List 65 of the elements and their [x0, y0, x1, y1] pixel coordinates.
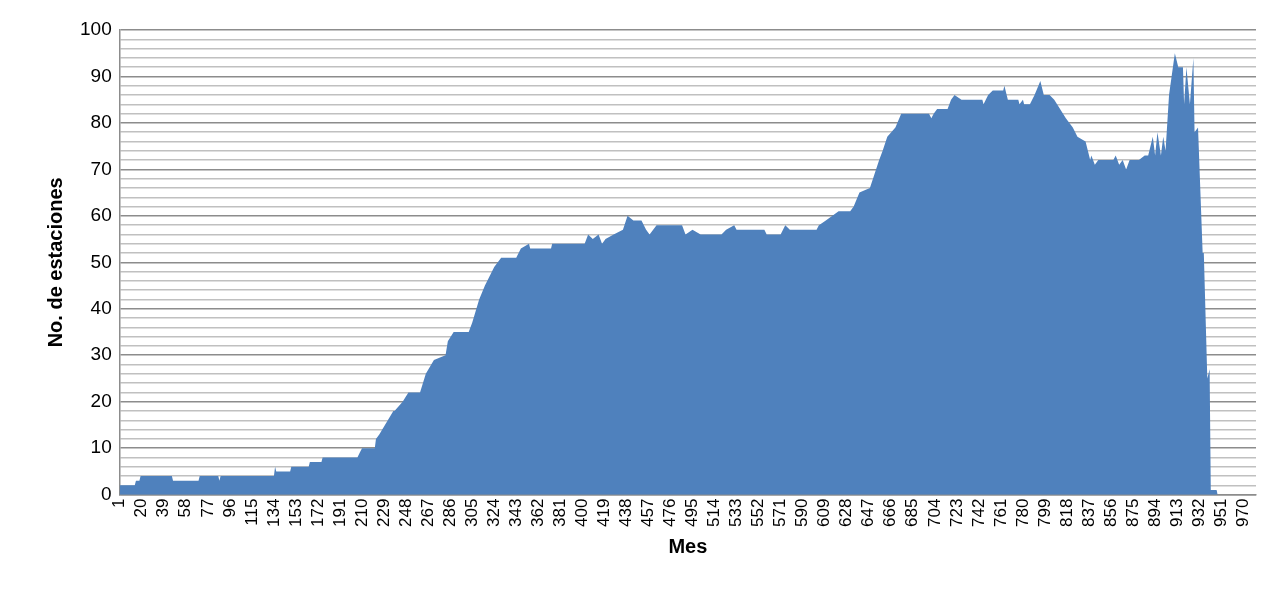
x-tick-label: 153	[285, 498, 305, 528]
x-tick-label: 457	[638, 498, 658, 528]
x-tick-label: 514	[704, 498, 724, 528]
x-tick-label: 780	[1012, 498, 1032, 528]
x-tick-label: 438	[616, 498, 636, 528]
x-tick-label: 932	[1188, 498, 1208, 528]
x-tick-label: 400	[572, 498, 592, 528]
y-tick-label: 40	[90, 297, 112, 319]
y-tick-label: 30	[90, 343, 112, 365]
x-tick-label: 495	[682, 498, 702, 528]
x-tick-label: 267	[417, 498, 437, 528]
x-tick-label: 647	[858, 498, 878, 528]
x-tick-label: 913	[1166, 498, 1186, 528]
x-tick-label: 685	[902, 498, 922, 528]
x-tick-label: 951	[1210, 498, 1230, 528]
x-tick-label: 381	[549, 498, 569, 528]
x-tick-label: 229	[373, 498, 393, 528]
x-tick-label: 324	[483, 498, 503, 528]
x-tick-label: 666	[880, 498, 900, 528]
x-tick-label: 571	[770, 498, 790, 528]
x-tick-label: 58	[175, 498, 195, 518]
x-tick-label: 419	[594, 498, 614, 528]
x-tick-label: 172	[307, 498, 327, 528]
y-tick-label: 70	[90, 157, 112, 179]
y-tick-label: 60	[90, 204, 112, 226]
x-tick-label: 191	[329, 498, 349, 528]
y-tick-label: 10	[90, 436, 112, 458]
x-tick-label: 704	[924, 498, 944, 528]
x-tick-label: 628	[836, 498, 856, 528]
x-tick-label: 115	[241, 498, 261, 526]
x-tick-label: 77	[197, 498, 217, 518]
x-tick-label: 799	[1034, 498, 1054, 528]
x-tick-label: 552	[748, 498, 768, 528]
x-tick-label: 1	[109, 498, 129, 509]
x-tick-label: 362	[527, 498, 547, 528]
x-tick-label: 723	[946, 498, 966, 528]
x-tick-label: 875	[1122, 498, 1142, 528]
x-tick-label: 476	[660, 498, 680, 528]
x-tick-label: 742	[968, 498, 988, 528]
x-tick-label: 970	[1232, 498, 1252, 528]
x-tick-label: 20	[131, 498, 151, 518]
x-tick-label: 286	[439, 498, 459, 528]
x-tick-label: 856	[1100, 498, 1120, 528]
y-axis-title: No. de estaciones	[43, 177, 66, 348]
x-tick-label: 248	[395, 498, 415, 528]
y-tick-label: 0	[101, 482, 112, 504]
x-tick-label: 818	[1056, 498, 1076, 528]
x-tick-label: 39	[153, 498, 173, 518]
y-tick-label: 100	[80, 18, 112, 40]
x-tick-label: 761	[990, 498, 1010, 528]
x-tick-label: 343	[505, 498, 525, 528]
x-tick-label: 96	[219, 498, 239, 518]
y-tick-label: 90	[90, 64, 112, 86]
x-tick-label: 609	[814, 498, 834, 528]
y-tick-label: 50	[90, 250, 112, 272]
x-tick-label: 837	[1078, 498, 1098, 528]
x-tick-label: 590	[792, 498, 812, 528]
x-tick-label: 210	[351, 498, 371, 528]
y-tick-label: 80	[90, 111, 112, 133]
x-tick-label: 134	[263, 498, 283, 528]
x-tick-label: 533	[726, 498, 746, 528]
x-tick-label: 894	[1144, 498, 1164, 528]
y-tick-label: 20	[90, 389, 112, 411]
x-axis-title: Mes	[668, 534, 708, 557]
x-tick-label: 305	[461, 498, 481, 528]
